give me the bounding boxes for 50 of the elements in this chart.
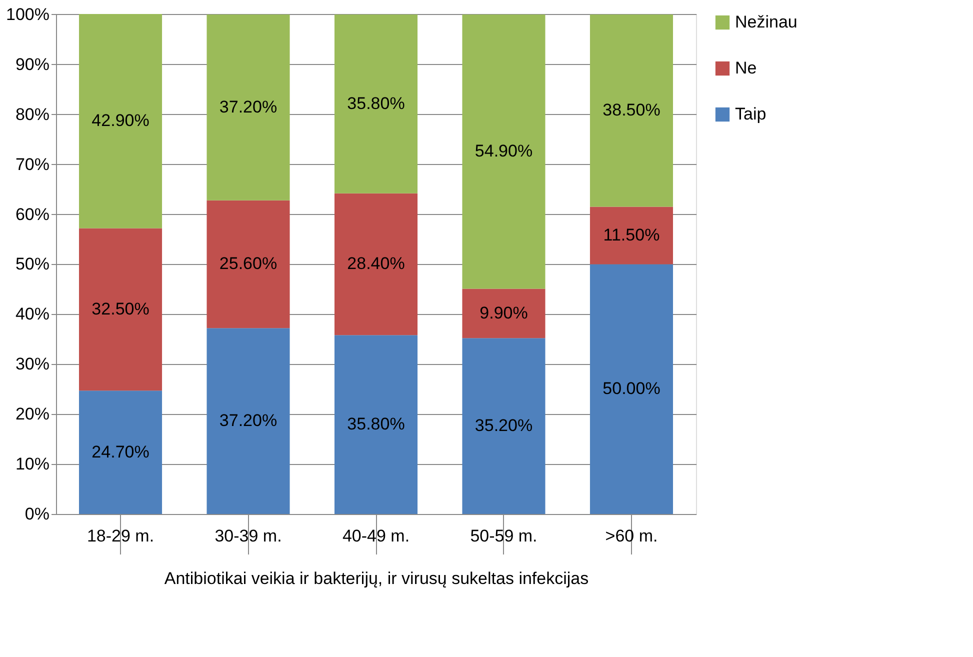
- bar: [334, 193, 418, 336]
- data-label: 24.70%: [92, 442, 150, 462]
- x-tick-label: 50-59 m.: [470, 526, 538, 546]
- bar: [462, 14, 546, 289]
- legend-label: Ne: [735, 58, 757, 78]
- data-label: 37.20%: [219, 97, 278, 116]
- y-tick-label: 80%: [15, 104, 50, 124]
- data-label: 11.50%: [603, 226, 660, 245]
- bar: [334, 335, 418, 514]
- data-label: 50.00%: [602, 379, 660, 398]
- y-tick-label: 90%: [15, 54, 50, 74]
- bar: [78, 228, 162, 391]
- data-label: 37.20%: [219, 411, 278, 430]
- bar: [590, 264, 674, 514]
- data-label: 25.60%: [219, 254, 278, 274]
- y-tick-label: 100%: [6, 5, 50, 24]
- bar: [206, 328, 290, 514]
- x-tick-label: 40-49 m.: [342, 526, 410, 546]
- x-tick-label: >60 m.: [605, 526, 658, 546]
- bar: [590, 206, 674, 264]
- bar: [78, 14, 162, 228]
- bar: [206, 14, 290, 200]
- y-tick-label: 50%: [15, 254, 50, 274]
- data-label: 9.90%: [480, 303, 528, 322]
- data-label: 42.90%: [92, 111, 150, 130]
- data-label: 35.80%: [347, 94, 405, 113]
- bar: [78, 390, 162, 514]
- data-label: 54.90%: [474, 142, 533, 161]
- bar: [334, 14, 418, 194]
- y-tick-label: 10%: [15, 454, 50, 474]
- x-axis-title: Antibiotikai veikia ir bakterijų, ir virusų sukeltas infekcijas: [164, 569, 589, 588]
- x-tick-label: 30-39 m.: [214, 526, 282, 546]
- data-label: 32.50%: [92, 299, 150, 318]
- bar: [462, 338, 546, 514]
- data-label: 35.20%: [474, 416, 533, 436]
- y-tick-label: 70%: [15, 154, 50, 174]
- y-tick-label: 30%: [15, 354, 50, 374]
- y-tick-label: 40%: [15, 304, 50, 324]
- bar: [206, 200, 290, 328]
- data-label: 28.40%: [347, 254, 405, 274]
- bar: [590, 14, 674, 207]
- data-label: 35.80%: [347, 414, 405, 434]
- x-tick-label: 18-29 m.: [86, 526, 154, 546]
- y-tick-label: 0%: [24, 504, 50, 524]
- y-tick-label: 60%: [15, 204, 50, 224]
- legend-label: Nežinau: [735, 12, 798, 32]
- bar: [462, 288, 546, 338]
- legend-label: Taip: [735, 104, 766, 124]
- data-label: 38.50%: [602, 100, 660, 120]
- y-tick-label: 20%: [15, 404, 50, 424]
